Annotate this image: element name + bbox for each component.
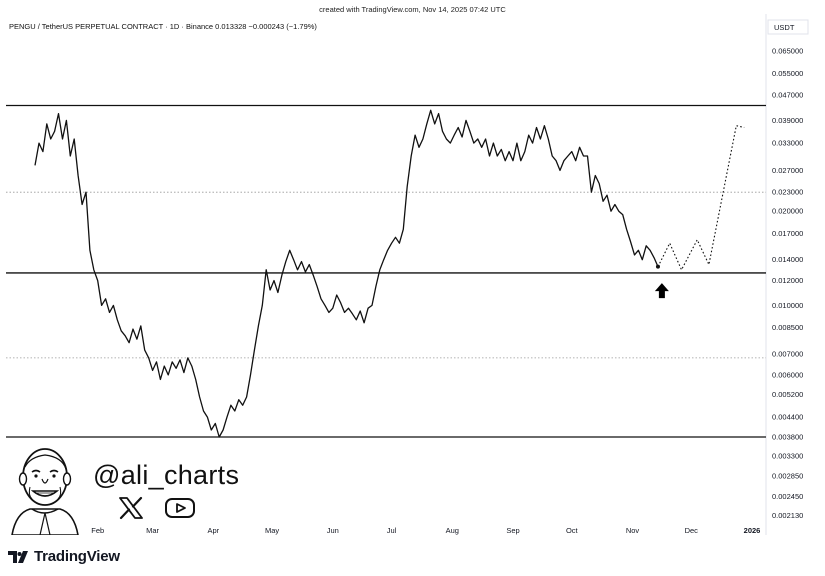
y-tick-label: 0.002850: [772, 472, 803, 481]
y-tick-label: 0.055000: [772, 69, 803, 78]
x-tick-label: Jul: [387, 526, 397, 535]
symbol-info: PENGU / TetherUS PERPETUAL CONTRACT · 1D…: [9, 22, 317, 31]
created-note: created with TradingView.com, Nov 14, 20…: [319, 5, 506, 14]
y-tick-label: 0.006000: [772, 370, 803, 379]
y-tick-label: 0.002450: [772, 492, 803, 501]
y-tick-label: 0.047000: [772, 91, 803, 100]
y-tick-label: 0.004400: [772, 413, 803, 422]
y-tick-label: 0.003300: [772, 452, 803, 461]
y-tick-label: 0.007000: [772, 349, 803, 358]
x-tick-label: Sep: [506, 526, 519, 535]
y-tick-label: 0.008500: [772, 323, 803, 332]
x-tick-label: Aug: [446, 526, 459, 535]
x-tick-label: Feb: [91, 526, 104, 535]
youtube-icon[interactable]: [164, 496, 196, 525]
y-tick-label: 0.065000: [772, 46, 803, 55]
y-tick-label: 0.017000: [772, 229, 803, 238]
y-tick-label: 0.027000: [772, 166, 803, 175]
x-tick-label: Apr: [207, 526, 219, 535]
y-tick-label: 0.002130: [772, 511, 803, 520]
brand-name: TradingView: [34, 548, 120, 565]
x-tick-label: Dec: [685, 526, 699, 535]
x-tick-label: Nov: [626, 526, 640, 535]
avatar: [10, 443, 80, 540]
x-tick-label: Jun: [327, 526, 339, 535]
price-line: [34, 109, 659, 438]
x-tick-label: May: [265, 526, 279, 535]
x-tick-label: 2026: [744, 526, 761, 535]
brand-footer[interactable]: TradingView: [8, 548, 120, 565]
social-links: [118, 496, 196, 525]
y-tick-label: 0.010000: [772, 301, 803, 310]
y-tick-label: 0.005200: [772, 390, 803, 399]
currency-label: USDT: [774, 23, 795, 32]
author-handle: @ali_charts: [93, 460, 240, 490]
y-tick-label: 0.003800: [772, 433, 803, 442]
x-tick-label: Oct: [566, 526, 579, 535]
up-arrow-icon: [654, 283, 669, 299]
projection-line: [657, 125, 745, 272]
last-price-dot: [655, 264, 660, 269]
y-tick-label: 0.039000: [772, 116, 803, 125]
x-tick-label: Mar: [146, 526, 159, 535]
y-tick-label: 0.023000: [772, 188, 803, 197]
y-tick-label: 0.033000: [772, 139, 803, 148]
y-tick-label: 0.012000: [772, 276, 803, 285]
currency-badge: [767, 19, 809, 35]
tradingview-logo-icon: [8, 550, 28, 563]
y-tick-label: 0.020000: [772, 207, 803, 216]
x-icon[interactable]: [118, 496, 144, 525]
y-tick-label: 0.014000: [772, 255, 803, 264]
